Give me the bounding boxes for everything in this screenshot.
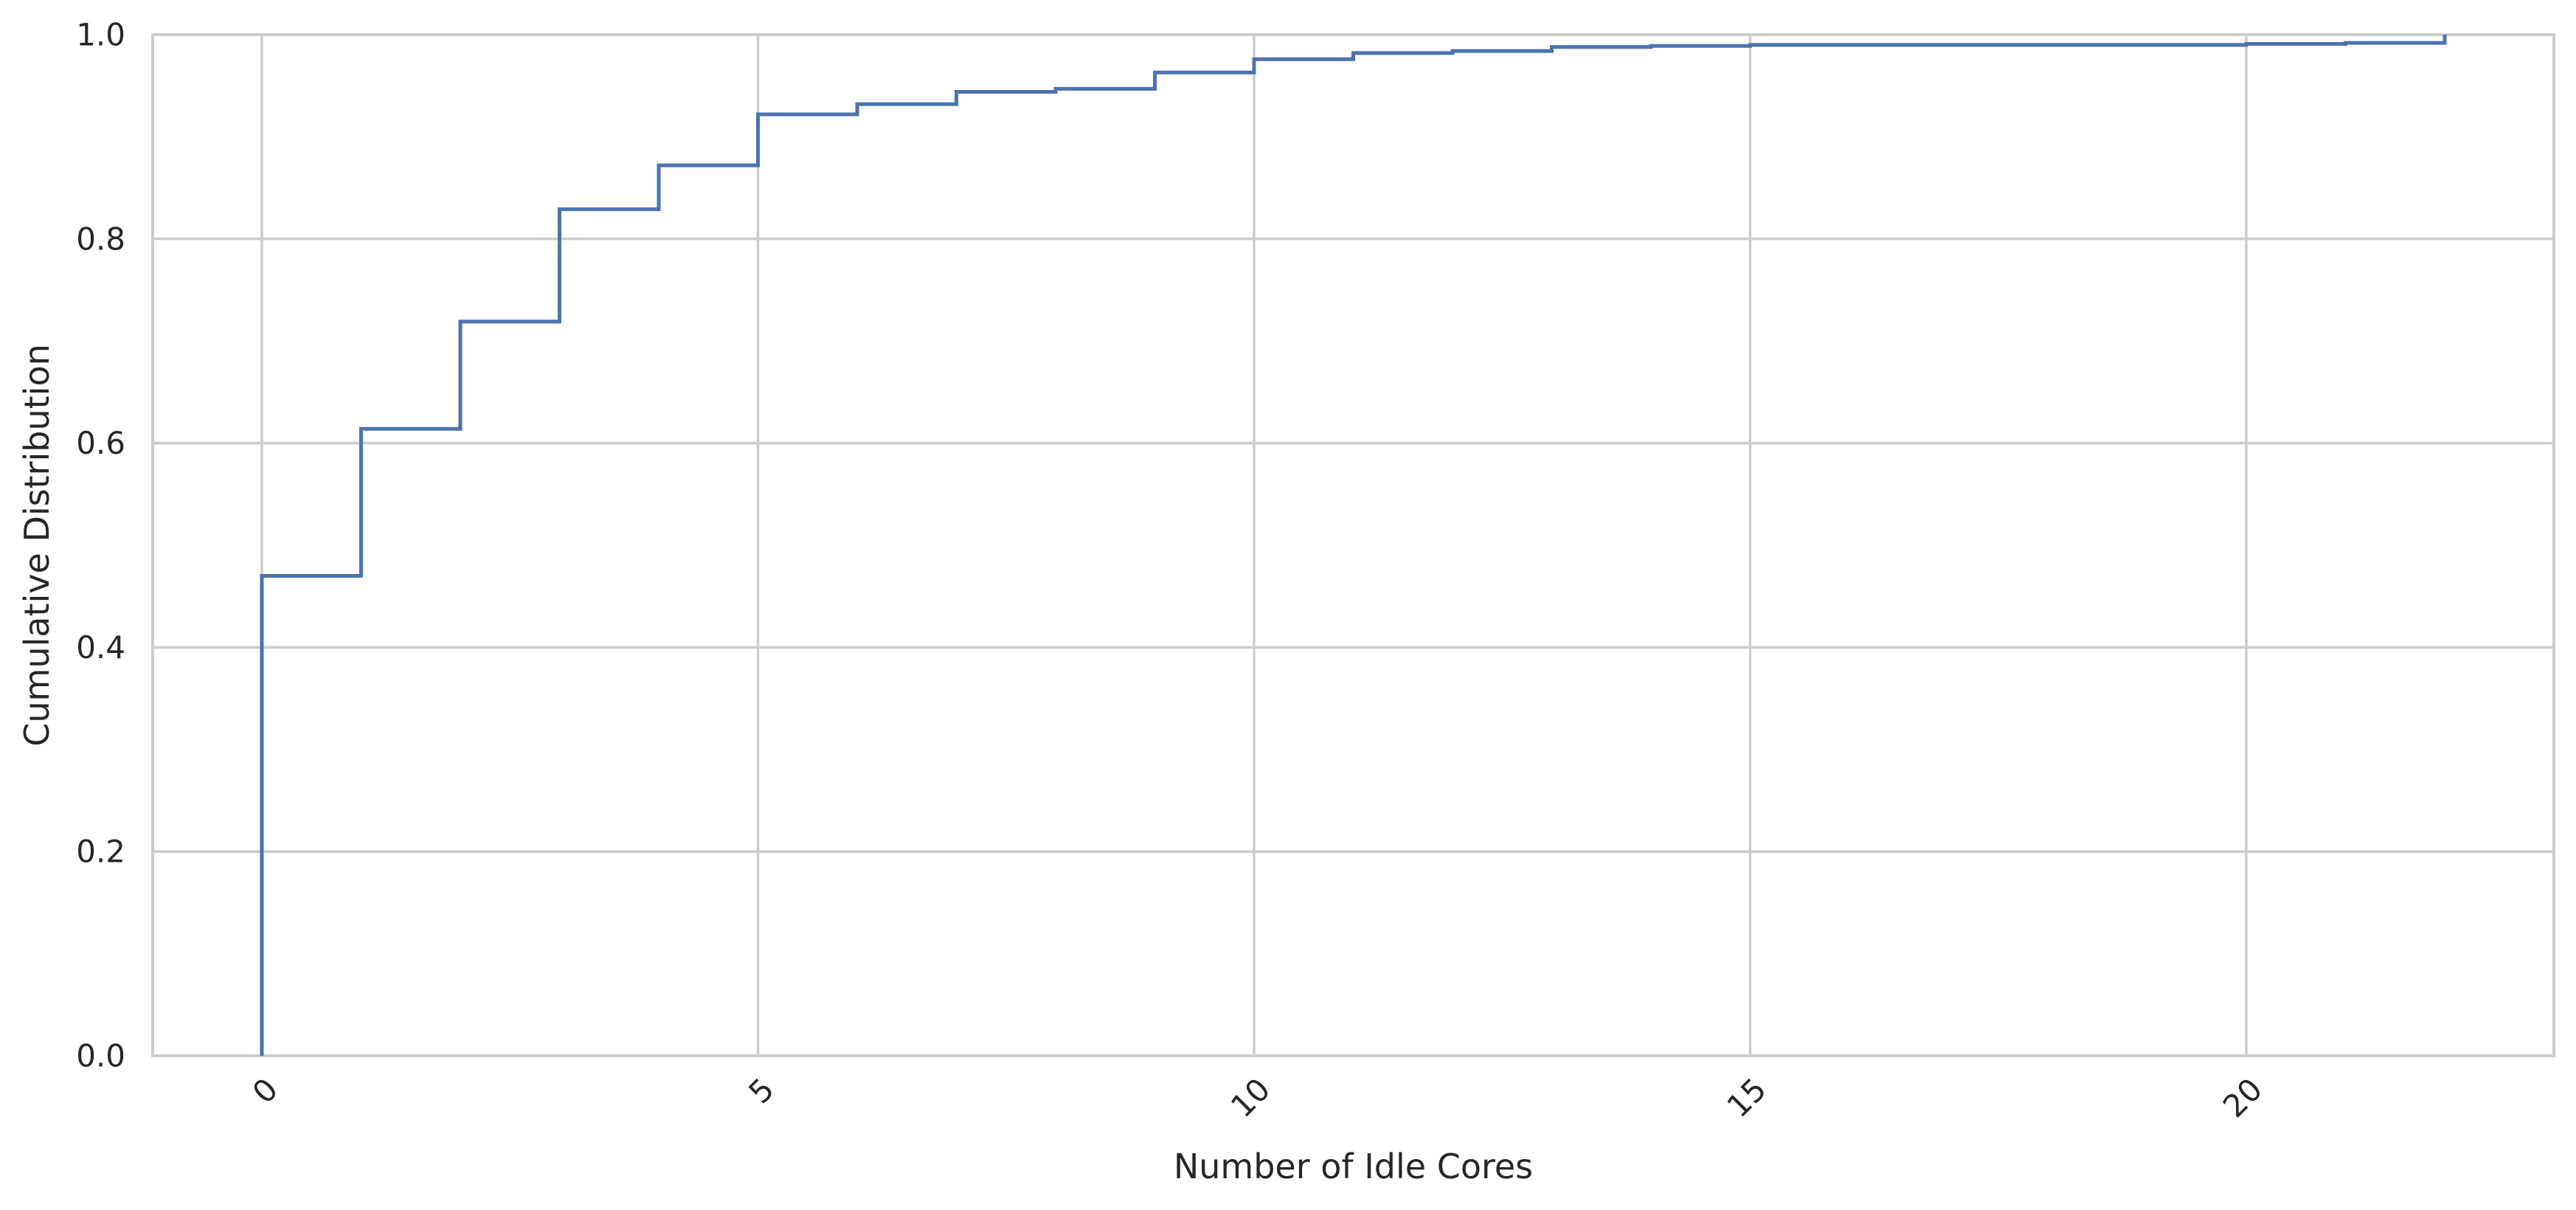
- y-tick-label: 0.2: [76, 834, 125, 870]
- y-tick-label: 0.6: [76, 425, 125, 461]
- axes-spines: [151, 33, 2555, 1057]
- y-axis-label: Cumulative Distribution: [17, 344, 57, 747]
- y-tick-label: 0.0: [76, 1038, 125, 1074]
- y-tick-label: 1.0: [76, 17, 125, 53]
- cdf-step-line: [260, 35, 2447, 1056]
- axes-frame: [151, 33, 2555, 1057]
- y-tick-label: 0.8: [76, 221, 125, 257]
- x-axis-label: Number of Idle Cores: [1174, 1147, 1533, 1186]
- y-tick-label: 0.4: [76, 629, 125, 666]
- tick-labels: 0.00.20.40.60.81.00 5 10 15 20: [76, 17, 2269, 1125]
- series-layer: [260, 35, 2447, 1056]
